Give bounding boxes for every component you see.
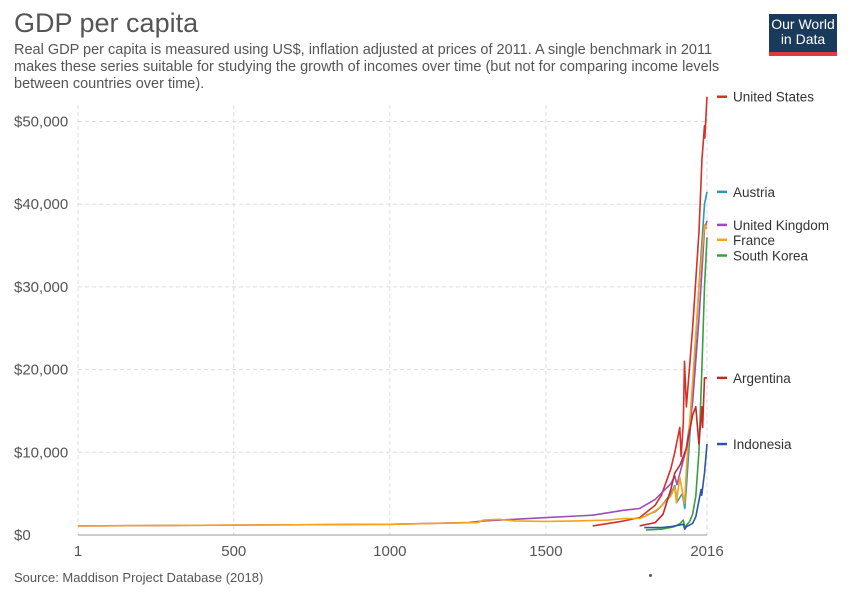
- legend-label-france: France: [733, 233, 775, 248]
- x-axis-tick-labels: 1 500 1000 1500 2016: [74, 543, 724, 560]
- x-tick-label: 1: [74, 543, 82, 560]
- series-line-indonesia: [644, 443, 708, 531]
- series-line-united-kingdom: [77, 220, 708, 527]
- source-note: Source: Maddison Project Database (2018): [14, 570, 264, 585]
- y-tick-label: $10,000: [14, 444, 68, 461]
- logo-line-2: in Data: [780, 31, 826, 47]
- legend-label-united-kingdom: United Kingdom: [733, 218, 829, 233]
- y-axis-tick-labels: $0 $10,000 $20,000 $30,000 $40,000 $50,000: [14, 114, 68, 544]
- y-tick-label: $40,000: [14, 196, 68, 213]
- owid-logo[interactable]: Our World in Data: [769, 14, 837, 56]
- logo-line-1: Our World: [771, 16, 835, 32]
- legend-label-south-korea: South Korea: [733, 249, 809, 264]
- legend: United States Austria United KingdomFrance…: [717, 90, 829, 452]
- x-tick-label: 2016: [690, 543, 723, 560]
- legend-label-austria: Austria: [733, 185, 776, 200]
- x-tick-label: 1000: [373, 543, 406, 560]
- series-line-france: [77, 224, 708, 527]
- grid-lines: [77, 105, 708, 535]
- x-tick-label: 500: [221, 543, 246, 560]
- chart-title: GDP per capita: [14, 8, 199, 38]
- x-tick-label: 1500: [529, 543, 562, 560]
- y-tick-label: $20,000: [14, 362, 68, 379]
- y-tick-label: $30,000: [14, 279, 68, 296]
- decorative-dot: [649, 574, 652, 577]
- legend-label-indonesia: Indonesia: [733, 437, 792, 452]
- legend-label-argentina: Argentina: [733, 371, 791, 386]
- series-lines: [77, 96, 708, 531]
- series-line-argentina: [639, 377, 707, 527]
- legend-label-united-states: United States: [733, 90, 814, 105]
- y-tick-label: $0: [14, 527, 31, 544]
- series-line-united-states: [592, 96, 708, 527]
- series-line-south-korea: [645, 237, 708, 531]
- chart-subtitle: Real GDP per capita is measured using US…: [14, 42, 720, 92]
- y-tick-label: $50,000: [14, 114, 68, 131]
